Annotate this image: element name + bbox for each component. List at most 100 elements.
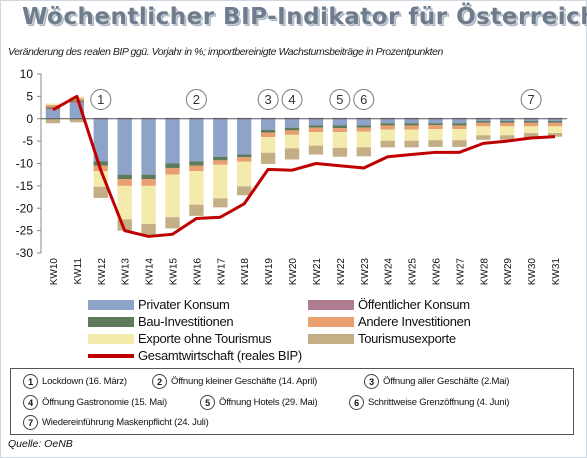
event-marker-label: 2 bbox=[193, 92, 200, 107]
y-tick-label: 0 bbox=[26, 112, 33, 126]
event-marker-circle bbox=[281, 89, 303, 111]
bar-segment-privater_konsum bbox=[428, 118, 443, 124]
bar-segment-bau bbox=[141, 174, 156, 180]
y-tick-label: -20 bbox=[16, 201, 34, 215]
legend-item-gesamtwirtschaft: Gesamtwirtschaft (reales BIP) bbox=[88, 348, 302, 363]
event-marker-circle bbox=[520, 89, 542, 111]
bar-segment-bau bbox=[452, 123, 467, 126]
bar-segment-exporte bbox=[260, 137, 276, 153]
bar-segment-exporte bbox=[332, 132, 348, 148]
line-gesamtwirtschaft bbox=[52, 94, 556, 238]
event-4: 4 Öffnung Gastronomie (15. Mai) bbox=[23, 395, 167, 410]
bar-segment-bau bbox=[260, 129, 276, 133]
x-tick-label: KW31 bbox=[551, 258, 562, 286]
bar-segment-tourismusexporte bbox=[500, 135, 515, 140]
bar-segment-tourismusexporte bbox=[547, 133, 563, 137]
x-tick-label: KW11 bbox=[73, 258, 84, 285]
bar-segment-exporte bbox=[213, 164, 228, 199]
bar-segment-tourismusexporte bbox=[356, 147, 371, 157]
bar-segment-andere_investitionen bbox=[189, 165, 204, 172]
bar-segment-exporte bbox=[189, 171, 204, 205]
bar-segment-tourismusexporte bbox=[45, 118, 61, 124]
legend-swatch bbox=[308, 333, 354, 344]
bar-chart: 10 5 0 -5 -10 -15 -20 -25 -30 KW10 KW11 KW12 KW13 KW1… bbox=[16, 67, 567, 286]
y-tick-label: -15 bbox=[16, 179, 34, 193]
x-tick-label: KW13 bbox=[121, 258, 132, 286]
x-tick-label: KW19 bbox=[264, 258, 275, 286]
x-tick-label: KW25 bbox=[408, 258, 419, 286]
legend-line bbox=[88, 353, 134, 358]
bar-segment-tourismusexporte bbox=[69, 118, 85, 123]
legend-swatch bbox=[88, 333, 134, 344]
event-marker-label: 4 bbox=[288, 92, 295, 107]
legend-label: Tourismusexporte bbox=[358, 331, 456, 346]
bar-segment-tourismusexporte bbox=[308, 145, 324, 155]
event-7: 7 Wiedereinführung Maskenpflicht (24. Ju… bbox=[23, 415, 209, 430]
bar-segment-tourismusexporte bbox=[284, 148, 300, 160]
event-number: 4 bbox=[23, 395, 38, 410]
bar-segment-exporte bbox=[500, 126, 515, 136]
bar-segment-bau bbox=[213, 156, 228, 161]
bar-segment-tourismusexporte bbox=[452, 140, 467, 147]
bar-segment-tourismusexporte bbox=[237, 186, 252, 196]
legend-item-privater-konsum: Privater Konsum bbox=[88, 297, 230, 312]
legend-swatch bbox=[88, 316, 134, 327]
x-tick-label: KW14 bbox=[145, 258, 156, 286]
bar-segment-andere_investitionen bbox=[332, 128, 348, 133]
bar-segment-andere_investitionen bbox=[165, 167, 180, 175]
bar-segment-andere_investitionen bbox=[356, 127, 371, 132]
bar-segment-andere_investitionen bbox=[452, 125, 467, 130]
event-marker-label: 3 bbox=[265, 92, 272, 107]
x-tick-label: KW26 bbox=[432, 258, 443, 286]
x-tick-label: KW18 bbox=[240, 258, 251, 286]
bar-segment-privater_konsum bbox=[523, 118, 539, 121]
legend-item-bau-investitionen: Bau-Investitionen bbox=[88, 314, 234, 329]
event-number: 2 bbox=[152, 374, 167, 389]
bar-segment-bau bbox=[356, 125, 371, 128]
bar-segment-bau bbox=[500, 120, 515, 123]
bar-segment-andere_investitionen bbox=[500, 122, 515, 127]
event-6: 6 Schrittweise Grenzöffnung (4. Juni) bbox=[349, 395, 509, 410]
event-5: 5 Öffnung Hotels (29. Mai) bbox=[200, 395, 318, 410]
event-marker-label: 5 bbox=[336, 92, 343, 107]
legend-label: Exporte ohne Tourismus bbox=[138, 331, 272, 346]
bar-segment-exporte bbox=[380, 129, 395, 141]
event-3: 3 Öffnung aller Geschäfte (2.Mai) bbox=[364, 374, 509, 389]
bar-segment-exporte bbox=[237, 161, 252, 187]
bar-segment-privater_konsum bbox=[141, 118, 156, 175]
bar-segment-andere_investitionen bbox=[380, 125, 395, 130]
bar-segment-privater_konsum bbox=[452, 118, 467, 124]
y-tick-label: -10 bbox=[16, 157, 34, 171]
bar-segment-exporte bbox=[45, 103, 61, 105]
bar-segment-exporte bbox=[165, 174, 180, 218]
x-tick-label: KW16 bbox=[192, 258, 203, 286]
bar-segment-privater_konsum bbox=[284, 118, 300, 128]
bar-segment-bau bbox=[308, 125, 324, 128]
x-tick-label: KW28 bbox=[479, 258, 490, 286]
legend-swatch bbox=[308, 299, 354, 310]
event-number: 3 bbox=[364, 374, 379, 389]
bar-segment-andere_investitionen bbox=[141, 179, 156, 186]
bar-segment-bau bbox=[117, 174, 132, 180]
legend-swatch bbox=[308, 316, 354, 327]
bar-segment-tourismusexporte bbox=[93, 186, 108, 198]
bar-segment-exporte bbox=[476, 126, 491, 136]
bar-segment-tourismusexporte bbox=[404, 140, 419, 148]
chart-subtitle: Veränderung des realen BIP ggü. Vorjahr … bbox=[8, 46, 443, 58]
x-tick-label: KW21 bbox=[312, 258, 323, 286]
bar-segment-bau bbox=[189, 161, 204, 166]
x-tick-label: KW17 bbox=[216, 258, 227, 286]
bar-segment-privater_konsum bbox=[237, 118, 252, 155]
bar-segment-andere_investitionen bbox=[45, 104, 61, 108]
bar-segment-tourismusexporte bbox=[189, 204, 204, 216]
bar-segment-bau bbox=[428, 123, 443, 126]
bar-segment-exporte bbox=[452, 129, 467, 141]
event-marker-circle bbox=[353, 89, 375, 111]
bar-segment-bau bbox=[380, 123, 395, 126]
y-tick-label: 10 bbox=[20, 67, 34, 81]
event-text: Wiedereinführung Maskenpflicht (24. Juli… bbox=[42, 417, 209, 428]
bar-segment-tourismusexporte bbox=[380, 140, 395, 148]
bar-segment-privater_konsum bbox=[213, 118, 228, 157]
bar-segment-exporte bbox=[404, 129, 419, 141]
bar-segment-exporte bbox=[547, 126, 563, 134]
